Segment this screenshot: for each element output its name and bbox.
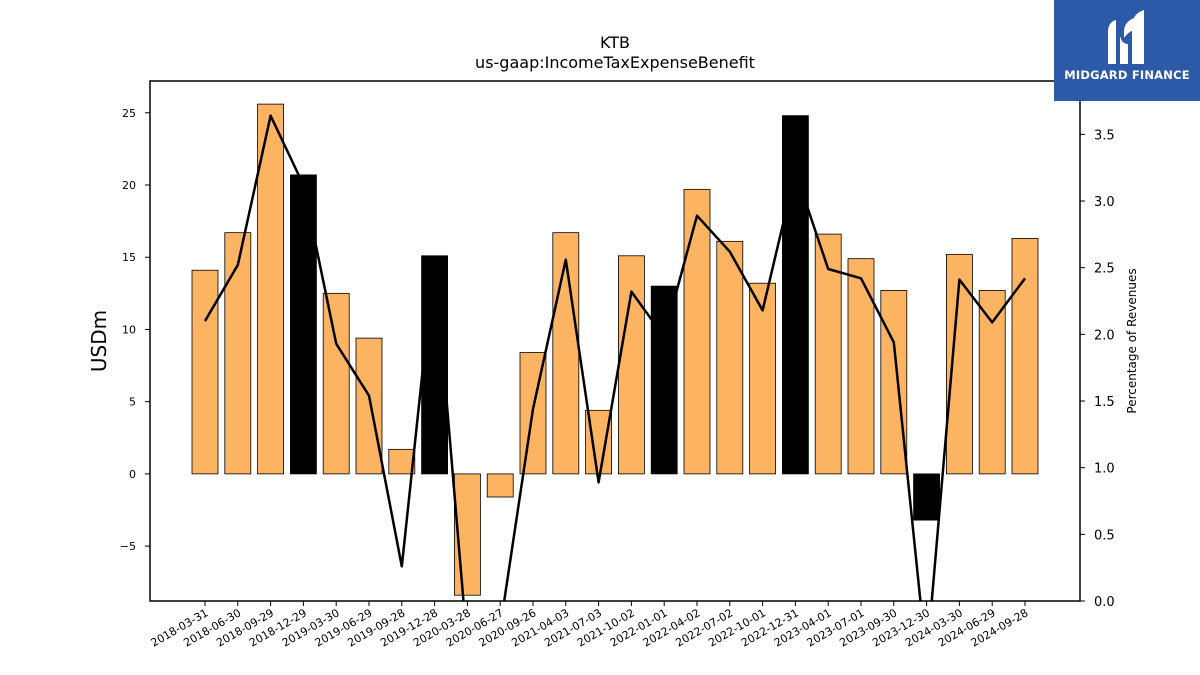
x-axis: 2018-03-312018-06-302018-09-292018-12-29…	[149, 601, 1031, 650]
y-axis-left: −5 0 5 10 15 20 25	[120, 107, 150, 553]
bar-2019-09-28	[388, 448, 416, 475]
bar-2018-03-31	[191, 269, 219, 475]
bar-2021-04-03	[552, 232, 580, 475]
y-tick-label: 5	[129, 396, 136, 409]
y-tick-label: 0	[129, 468, 136, 481]
bar-2018-06-30	[224, 232, 252, 475]
midgard-finance-logo: MIDGARD FINANCE	[1054, 0, 1200, 101]
bar-2021-10-02	[618, 255, 645, 475]
y-tick-label: 25	[122, 107, 136, 120]
bar-2023-04-01	[814, 233, 842, 475]
y-tick-label: 15	[122, 251, 136, 264]
bar-2024-06-29	[978, 290, 1006, 475]
bar-2022-12-31	[782, 115, 809, 475]
y2-tick-label: 3.5	[1094, 128, 1115, 143]
y-tick-label: −5	[120, 540, 136, 553]
y2-tick-label: 2.5	[1094, 262, 1115, 277]
plot-frame	[149, 80, 1081, 602]
bar-2022-01-01	[650, 285, 678, 475]
y2-tick-label: 0.5	[1094, 528, 1115, 543]
bar-2018-09-29	[257, 103, 285, 475]
bar-2022-10-01	[749, 282, 776, 475]
bar-2020-06-27	[486, 473, 514, 498]
logo-text: MIDGARD FINANCE	[1064, 68, 1190, 82]
bar-2022-07-02	[716, 240, 744, 475]
y2-tick-label: 3.0	[1094, 195, 1115, 210]
chart-title: KTB	[600, 33, 630, 52]
bar-2022-04-02	[683, 188, 711, 475]
bar-2019-03-30	[322, 292, 350, 475]
bar-2023-09-30	[880, 290, 908, 475]
y2-tick-label: 1.0	[1094, 462, 1115, 477]
midgard-logo-icon	[1108, 10, 1144, 64]
y2-tick-label: 2.0	[1094, 328, 1115, 343]
percentage-line	[203, 114, 1027, 601]
bar-2018-12-29	[289, 174, 317, 475]
bar-2023-07-01	[847, 258, 875, 475]
y2-axis-label: Percentage of Revenues	[1125, 268, 1139, 413]
y2-tick-label: 1.5	[1094, 395, 1115, 410]
bar-2024-09-28	[1011, 238, 1039, 475]
y2-tick-label: 0.0	[1094, 595, 1115, 610]
y-tick-label: 20	[122, 179, 136, 192]
y-axis-label: USDm	[87, 310, 111, 372]
bar-2023-12-30	[913, 473, 940, 521]
y-axis-right: 0.0 0.5 1.0 1.5 2.0 2.5 3.0 3.5	[1080, 128, 1115, 610]
chart-subtitle: us-gaap:IncomeTaxExpenseBenefit	[475, 53, 755, 72]
y-tick-label: 10	[122, 323, 136, 336]
bar-2019-06-29	[355, 337, 383, 475]
